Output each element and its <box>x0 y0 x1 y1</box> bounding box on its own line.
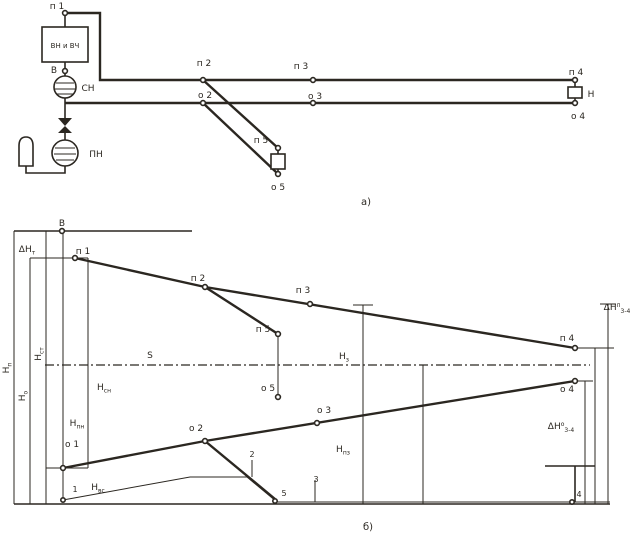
label-b-p1: п 1 <box>76 247 90 257</box>
label-b-dho34: ΔНо3-4 <box>548 421 575 434</box>
label-b-point-v: В <box>59 219 65 229</box>
label-a-consumer4: Н <box>588 90 595 100</box>
label-b-dht: ΔНт <box>19 245 36 257</box>
label-a-point-v: В <box>51 66 57 76</box>
schematic-a: ВН и ВЧ <box>18 2 595 208</box>
label-b-o1: о 1 <box>65 440 79 450</box>
label-b-o2: о 2 <box>189 424 203 434</box>
valve-icon <box>58 118 72 133</box>
labels-b: Вп 1 ΔНт Нп Но Нст Нсн Нпн Нвс Sп 2 п 3 п 5 п 4 о 5 о… <box>2 219 631 533</box>
label-b-p5: п 5 <box>256 325 270 335</box>
consumer-5-box <box>270 153 286 170</box>
schematic-node-dots <box>61 9 579 178</box>
makeup-pump-hatch <box>54 147 76 161</box>
caption-b: б) <box>363 522 373 533</box>
label-b-ground1: 1 <box>72 485 77 494</box>
label-b-ground3: 3 <box>313 475 318 484</box>
dimension-lines-left <box>13 231 89 504</box>
network-pump-icon <box>53 75 77 99</box>
label-b-ground4: 4 <box>576 490 581 499</box>
network-pump-hatch <box>55 82 75 95</box>
label-b-o4: о 4 <box>560 385 574 395</box>
label-b-hp: Нп <box>2 363 14 374</box>
label-b-dhp34: ΔНп3-4 <box>604 302 631 315</box>
piezometric-branch-supply <box>204 285 279 336</box>
piezometric-supply-line <box>74 256 576 350</box>
terrain-profile-line <box>62 476 610 503</box>
source-box <box>41 26 89 63</box>
label-a-o2: о 2 <box>198 91 212 101</box>
label-a-p2: п 2 <box>197 59 211 69</box>
label-b-o3: о 3 <box>317 406 331 416</box>
label-a-pump-sn: СН <box>81 84 94 94</box>
label-b-p2: п 2 <box>191 274 205 284</box>
label-a-p3: п 3 <box>294 62 308 72</box>
supply-main-pipe <box>65 11 575 82</box>
label-a-o3: о 3 <box>308 92 322 102</box>
label-b-hpn: Нпн <box>70 419 85 431</box>
label-a-pump-pn: ПН <box>89 150 103 160</box>
makeup-pump-icon <box>51 139 79 167</box>
dimension-lines-right <box>545 303 616 504</box>
label-a-p1: п 1 <box>50 2 64 12</box>
label-b-hpz: Нпз <box>336 445 350 457</box>
label-b-hsn: Нсн <box>97 383 111 395</box>
graph-b: Вп 1 ΔНт Нп Но Нст Нсн Нпн Нвс Sп 2 п 3 п 5 п 4 о 5 о… <box>2 219 631 533</box>
piezometric-branch-return <box>204 440 276 500</box>
label-b-ho: Но <box>18 390 30 401</box>
label-b-ground5: 5 <box>281 489 286 498</box>
tank-pipe <box>25 166 66 174</box>
label-a-p4: п 4 <box>569 68 584 78</box>
label-a-o4: о 4 <box>571 112 585 122</box>
label-a-o5: о 5 <box>271 183 285 193</box>
mid-reference-lines <box>251 304 424 504</box>
caption-a: а) <box>361 197 371 208</box>
label-a-p5: п 5 <box>254 136 268 146</box>
labels-a: п 1 В СН ПН п 2 о 2 п 3 о 3 п 4 Но 4 п 5 о 5 а) <box>50 2 595 208</box>
label-b-p4: п 4 <box>560 334 575 344</box>
label-b-hvs: Нвс <box>91 483 105 495</box>
label-b-p3: п 3 <box>296 286 310 296</box>
source-box-text: ВН и ВЧ <box>51 42 80 50</box>
graph-point-dots <box>58 227 579 505</box>
branch-supply-pipe <box>202 79 279 149</box>
tank-icon <box>18 136 34 167</box>
label-b-hst: Нст <box>34 347 46 361</box>
branch-return-pipe <box>202 102 277 173</box>
label-b-s: S <box>147 351 153 361</box>
label-b-ground2: 2 <box>249 450 254 459</box>
consumer-4-box <box>567 86 583 99</box>
label-b-hz: Нз <box>339 352 349 364</box>
label-b-o5: о 5 <box>261 384 275 394</box>
